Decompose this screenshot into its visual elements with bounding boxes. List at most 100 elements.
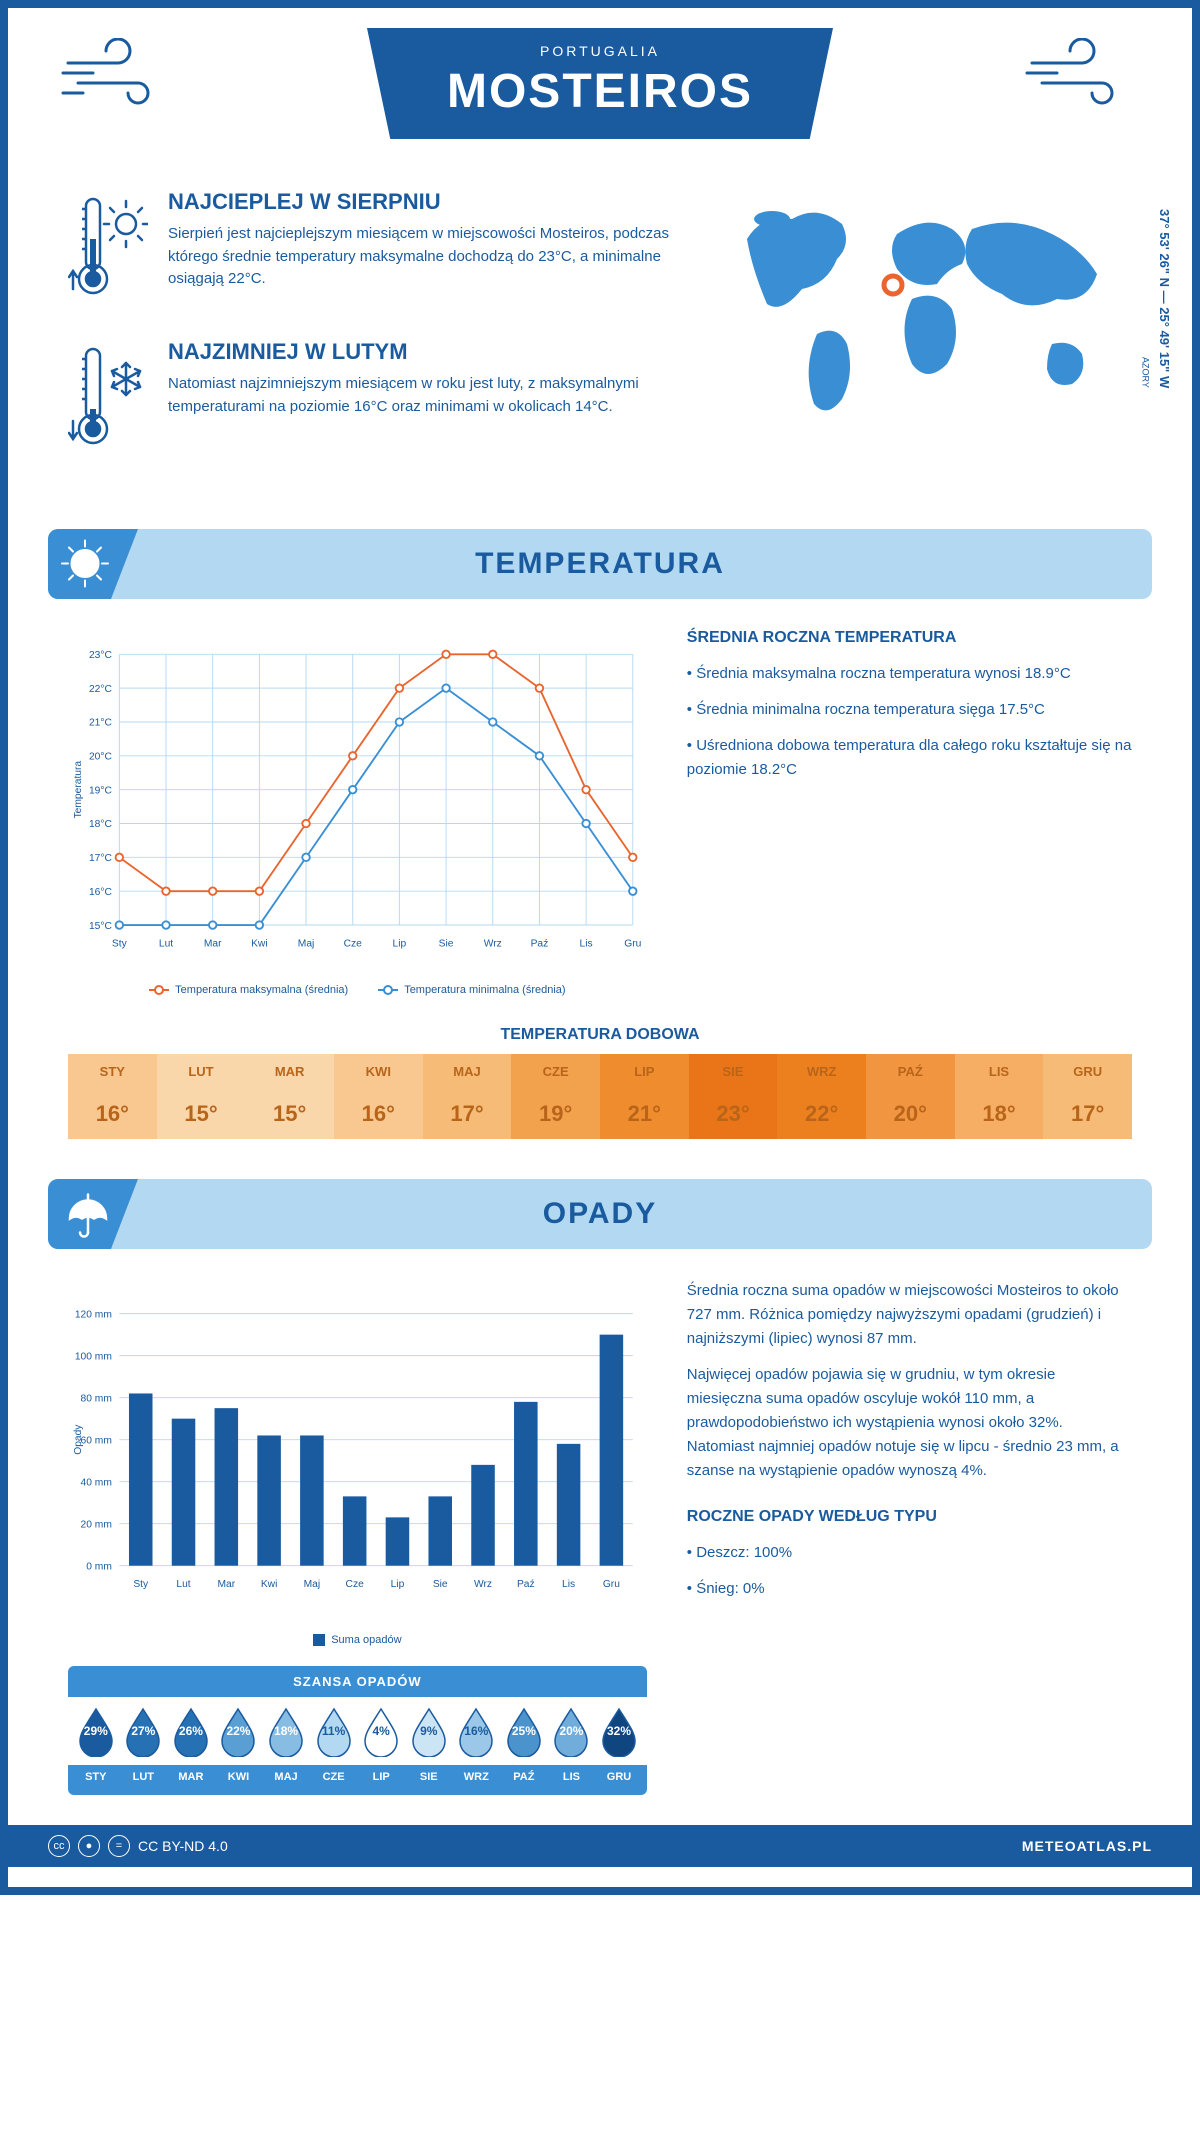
rain-month-label: KWI [215,1771,263,1783]
drop-percent: 18% [274,1724,298,1738]
precip-legend: Suma opadów [68,1634,647,1646]
city-name: MOSTEIROS [447,64,753,119]
precipitation-row: 0 mm20 mm40 mm60 mm80 mm100 mm120 mmOpad… [68,1279,1132,1795]
coldest-fact: NAJZIMNIEJ W LUTYM Natomiast najzimniejs… [68,339,672,459]
coldest-text: Natomiast najzimniejszym miesiącem w rok… [168,373,672,418]
drop-percent: 4% [373,1724,390,1738]
svg-text:Maj: Maj [304,1579,321,1590]
svg-text:Cze: Cze [346,1579,365,1590]
svg-text:17°C: 17°C [89,853,113,864]
rain-drop-icon: 9% [407,1705,451,1757]
drop-percent: 20% [559,1724,583,1738]
temp-month-header: LUT [157,1054,246,1089]
drop-percent: 29% [84,1724,108,1738]
svg-text:Gru: Gru [603,1579,620,1590]
rain-drop-icon: 26% [169,1705,213,1757]
rain-drop-icon: 20% [549,1705,593,1757]
rain-month-label: GRU [595,1771,643,1783]
temp-value-cell: 19° [511,1089,600,1139]
thermometer-snow-icon [68,339,148,459]
precip-info: Średnia roczna suma opadów w miejscowośc… [687,1279,1132,1795]
temp-month-header: STY [68,1054,157,1089]
precip-text-2: Najwięcej opadów pojawia się w grudniu, … [687,1363,1132,1483]
rain-months-row: STYLUTMARKWIMAJCZELIPSIEWRZPAŹLISGRU [68,1765,647,1783]
svg-text:19°C: 19°C [89,785,113,796]
temp-value-cell: 22° [777,1089,866,1139]
section-header-temperature: TEMPERATURA [48,529,1152,599]
svg-text:23°C: 23°C [89,650,113,661]
temp-value-cell: 16° [68,1089,157,1139]
svg-text:40 mm: 40 mm [81,1477,112,1488]
coldest-title: NAJZIMNIEJ W LUTYM [168,339,672,365]
temp-month-header: GRU [1043,1054,1132,1089]
temp-value-cell: 17° [1043,1089,1132,1139]
svg-text:Kwi: Kwi [261,1579,278,1590]
world-map-icon [712,189,1132,429]
svg-text:Sty: Sty [133,1579,149,1590]
svg-text:Wrz: Wrz [484,938,502,949]
legend-label: Temperatura minimalna (średnia) [404,984,565,996]
drop-percent: 27% [131,1724,155,1738]
svg-text:60 mm: 60 mm [81,1435,112,1446]
drop-percent: 32% [607,1724,631,1738]
rain-month-label: CZE [310,1771,358,1783]
section-header-precipitation: OPADY [48,1179,1152,1249]
top-info-section: NAJCIEPLEJ W SIERPNIU Sierpień jest najc… [68,189,1132,489]
drop-cell: 22% [215,1705,263,1757]
svg-text:Mar: Mar [217,1579,235,1590]
drop-cell: 26% [167,1705,215,1757]
section-title: OPADY [48,1197,1152,1231]
rain-drop-icon: 32% [597,1705,641,1757]
section-title: TEMPERATURA [48,547,1152,581]
warmest-fact: NAJCIEPLEJ W SIERPNIU Sierpień jest najc… [68,189,672,309]
rain-drop-icon: 11% [312,1705,356,1757]
svg-text:20°C: 20°C [89,752,113,763]
precip-type-item: • Śnieg: 0% [687,1577,1132,1601]
rain-month-label: MAR [167,1771,215,1783]
rain-month-label: PAŹ [500,1771,548,1783]
daily-temp-title: TEMPERATURA DOBOWA [48,1026,1152,1044]
rain-drop-icon: 25% [502,1705,546,1757]
daily-temp-table: STYLUTMARKWIMAJCZELIPSIEWRZPAŹLISGRU16°1… [68,1054,1132,1139]
drop-cell: 32% [595,1705,643,1757]
drop-cell: 25% [500,1705,548,1757]
drop-cell: 16% [453,1705,501,1757]
temp-value-cell: 20° [866,1089,955,1139]
temp-chart-legend: .legend-swatch[style*='#e8652e']::after{… [68,984,647,996]
precip-type-item: • Deszcz: 100% [687,1541,1132,1565]
drop-cell: 9% [405,1705,453,1757]
legend-label: Temperatura maksymalna (średnia) [175,984,348,996]
precip-legend-label: Suma opadów [331,1634,401,1646]
legend-item: .legend-swatch[style*='#e8652e']::after{… [149,984,348,996]
rain-drop-icon: 27% [121,1705,165,1757]
fact-content: NAJCIEPLEJ W SIERPNIU Sierpień jest najc… [168,189,672,309]
svg-text:100 mm: 100 mm [75,1351,112,1362]
precipitation-bar-chart: 0 mm20 mm40 mm60 mm80 mm100 mm120 mmOpad… [68,1279,647,1619]
rain-chance-title: SZANSA OPADÓW [68,1666,647,1697]
svg-text:Wrz: Wrz [474,1579,492,1590]
legend-item: .legend-swatch[style*='#3a8fd4']::after{… [378,984,565,996]
svg-text:Gru: Gru [624,938,641,949]
svg-text:Maj: Maj [298,938,315,949]
temp-value-cell: 16° [334,1089,423,1139]
svg-text:Opady: Opady [73,1424,84,1455]
drop-cell: 4% [357,1705,405,1757]
temp-month-header: KWI [334,1054,423,1089]
rain-drop-icon: 16% [454,1705,498,1757]
svg-text:15°C: 15°C [89,921,113,932]
svg-text:Temperatura: Temperatura [73,761,84,819]
rain-drop-icon: 18% [264,1705,308,1757]
license-text: CC BY-ND 4.0 [138,1838,228,1854]
map-area: AZORY 37° 53' 26" N — 25° 49' 15" W [712,189,1132,489]
svg-text:Paź: Paź [531,938,549,949]
temp-month-header: LIP [600,1054,689,1089]
temp-bullet: • Średnia minimalna roczna temperatura s… [687,698,1132,722]
svg-text:Lut: Lut [159,938,173,949]
rain-drop-icon: 22% [216,1705,260,1757]
drop-percent: 25% [512,1724,536,1738]
drops-row: 29% 27% 26% 22% 18% 11% [68,1697,647,1765]
drop-cell: 11% [310,1705,358,1757]
svg-text:Sie: Sie [433,1579,448,1590]
svg-text:Kwi: Kwi [251,938,268,949]
svg-text:20 mm: 20 mm [81,1519,112,1530]
